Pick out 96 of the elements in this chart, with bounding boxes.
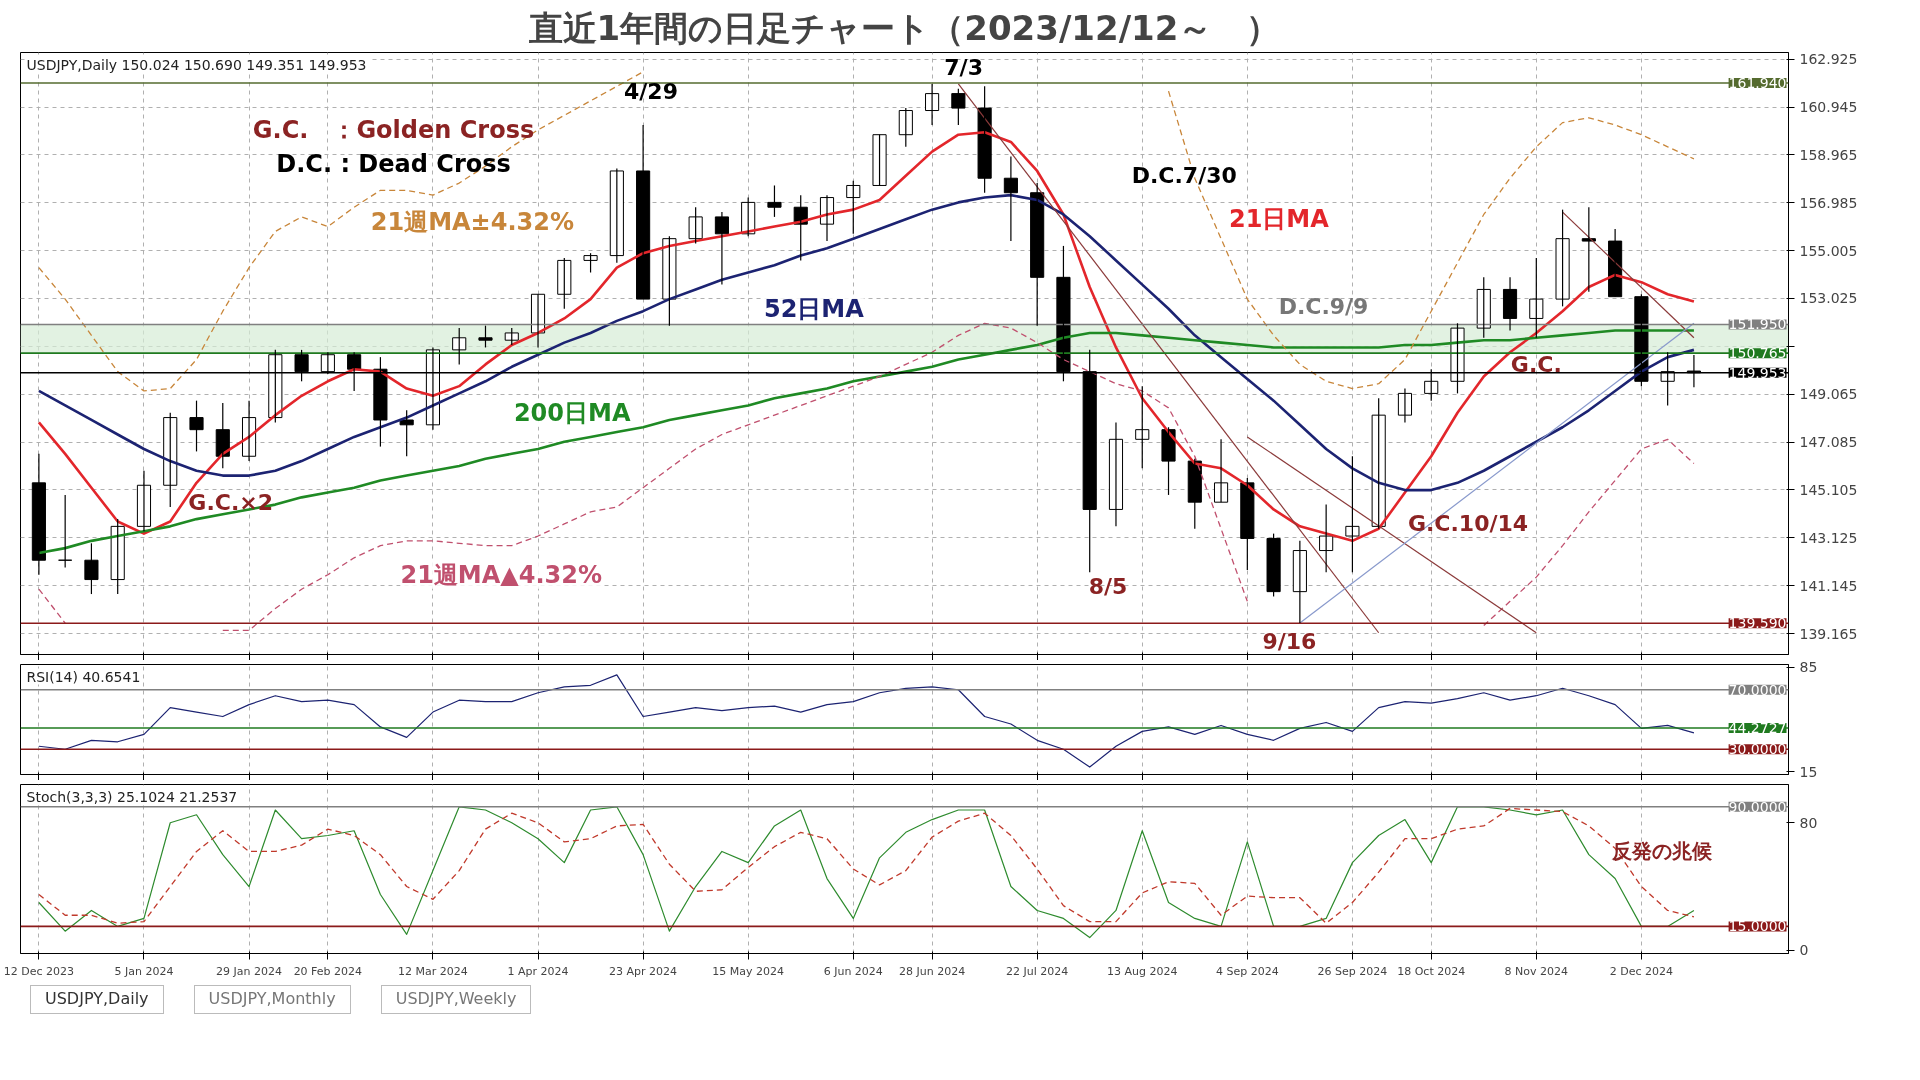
x-tick-label: 28 Jun 2024 [899,964,966,978]
text: USDJPY,Weekly [380,985,532,1014]
x-tick-label: 29 Jan 2024 [216,964,283,978]
x-tick-label: 8 Nov 2024 [1504,964,1569,978]
x-tick-label: 4 Sep 2024 [1215,964,1279,978]
annotation: D.C. : Dead Cross [276,149,511,178]
y-tick-label: 141.145 [1799,577,1858,594]
candlestick [846,180,861,235]
y-tick-label: 149.065 [1799,386,1858,403]
x-tick-label: 18 Oct 2024 [1397,964,1466,978]
y-tick-label: 145.105 [1799,481,1858,498]
ref-line-label: 90.0000 [1728,798,1787,815]
candlestick [1161,426,1176,496]
annotation: 7/3 [944,54,983,80]
ref-line-label: 15.0000 [1728,918,1787,935]
y-tick-label: 85 [1799,659,1818,676]
x-tick-label: 1 Apr 2024 [507,964,569,978]
annotation: 反発の兆候 [1611,839,1714,864]
candlestick [609,167,624,264]
y-tick-label: 155.005 [1799,242,1858,259]
candlestick [84,542,99,595]
line-series [37,329,1696,555]
annotation: 8/5 [1088,574,1128,600]
candlestick [58,494,73,569]
x-tick-label: 22 Jul 2024 [1006,964,1069,978]
candlestick [1476,276,1491,339]
chart-title: 直近1年間の日足チャート（2023/12/12～ ） [527,7,1281,48]
ref-line-label: 30.0000 [1728,741,1787,758]
candlestick [1135,385,1150,469]
y-tick-label: 80 [1799,814,1818,831]
x-tick-label: 15 May 2024 [712,964,785,978]
y-tick-label: 153.025 [1799,290,1858,307]
series-label: 52日MA [763,294,865,323]
candlestick [399,409,414,457]
ref-line-label: 161.940 [1728,74,1787,91]
y-tick-label: 143.125 [1799,529,1858,546]
x-tick-label: 12 Dec 2023 [3,964,75,978]
candlestick [662,235,677,327]
candlestick [1371,397,1386,530]
ref-line-label: 149.953 [1728,364,1787,381]
candlestick [898,107,913,148]
ref-line-label: 70.0000 [1728,681,1787,698]
chart-subtitle: USDJPY,Daily 150.024 150.690 149.351 149.953 [26,56,367,73]
y-tick-label: 158.965 [1799,146,1858,163]
x-tick-label: 2 Dec 2024 [1609,964,1674,978]
annotation: G.C.×2 [188,489,274,515]
candlestick [1345,455,1360,573]
x-tick-label: 12 Mar 2024 [398,964,468,978]
x-tick-label: 6 Jun 2024 [823,964,883,978]
series-label: 21週MA▲4.32% [400,560,603,589]
ref-line-label: 150.765 [1728,345,1787,362]
text: 21日MA [1228,205,1330,234]
annotation: 9/16 [1262,628,1317,654]
candlestick [951,88,966,126]
ref-line-label: 151.950 [1728,316,1787,333]
annotation: G.C. [1510,351,1562,377]
x-tick-label: 23 Apr 2024 [609,964,678,978]
y-tick-label: 147.085 [1799,434,1858,451]
text: USDJPY,Daily [30,985,164,1014]
candlestick [872,134,887,187]
candlestick [767,184,782,218]
candlestick [977,85,992,194]
annotation: 4/29 [624,78,678,104]
text: USDJPY,Monthly [193,985,351,1014]
y-tick-label: 162.925 [1799,51,1858,68]
candlestick [1529,257,1544,339]
annotation: D.C.7/30 [1131,163,1237,189]
x-tick-label: 26 Sep 2024 [1317,964,1388,978]
candlestick [688,206,703,245]
annotation: G.C. ：Golden Cross [252,115,535,144]
candlestick [189,400,204,453]
x-tick-label: 20 Feb 2024 [293,964,363,978]
annotation: D.C.9/9 [1278,293,1369,319]
ref-line-label: 44.2727 [1728,720,1787,737]
y-tick-label: 160.945 [1799,99,1858,116]
candlestick [1266,533,1281,598]
series-label: 200日MA [513,398,631,427]
x-tick-label: 13 Aug 2024 [1107,964,1178,978]
candlestick [478,325,493,349]
candlestick [1581,206,1596,293]
annotation: G.C.10/14 [1407,511,1529,537]
ref-line-label: 139.590 [1728,615,1787,632]
candlestick [557,257,572,310]
x-tick-label: 5 Jan 2024 [114,964,174,978]
chart-subtitle: RSI(14) 40.6541 [26,668,141,685]
series-label: 21週MA±4.32% [370,207,574,236]
candlestick [1555,209,1570,307]
candlestick [1240,477,1255,571]
y-tick-label: 15 [1799,763,1818,780]
candlestick [452,327,467,365]
candlestick [583,252,598,274]
candlestick [110,518,125,595]
y-tick-label: 139.165 [1799,625,1858,642]
y-tick-label: 156.985 [1799,194,1858,211]
y-tick-label: 0 [1799,942,1809,959]
chart-subtitle: Stoch(3,3,3) 25.1024 21.2537 [26,788,238,805]
